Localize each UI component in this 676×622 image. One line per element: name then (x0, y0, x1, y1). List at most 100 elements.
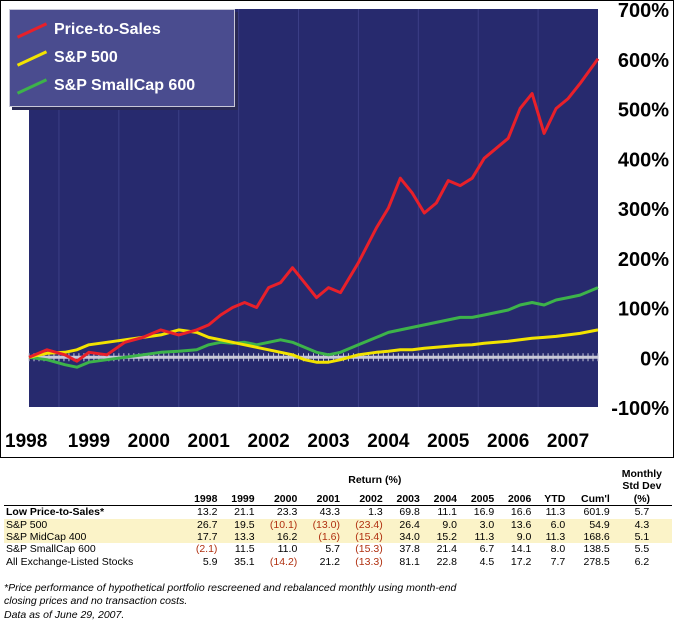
table-row: Low Price-to-Sales* 13.2 21.1 23.3 43.3 1.3 69… (4, 506, 672, 519)
col-header: Cum'l (567, 492, 612, 507)
table-header-row-1: Return (%) Monthly Std Dev (4, 468, 672, 493)
table-cell: 6.2 (634, 555, 650, 568)
table-cell: 69.8 (399, 506, 420, 519)
col-header: 2000 (256, 492, 300, 507)
x-tick-label: 2001 (188, 431, 231, 452)
footnote-3: Data as of June 29, 2007. (4, 608, 125, 621)
y-tick-label: 300% (618, 199, 669, 221)
table-cell: 1.3 (368, 506, 383, 519)
y-tick-label: 600% (618, 50, 669, 72)
table-cell: 19.5 (219, 518, 257, 532)
y-tick-label: 700% (618, 1, 669, 22)
table-cell: (23.4) (342, 518, 385, 532)
y-axis-ticks: 700% 600% 500% 400% 300% 200% 100% 0% -100% (611, 1, 669, 420)
table-cell: 13.3 (219, 531, 257, 544)
table-cell: 26.4 (384, 518, 422, 532)
legend-swatch-smallcap (16, 77, 48, 95)
legend-item-price-to-sales: Price-to-Sales (16, 18, 161, 42)
table-cell: 9.0 (421, 518, 460, 532)
table-cell: 11.3 (459, 531, 497, 544)
table-cell: 43.3 (319, 506, 340, 519)
col-header: (%) (611, 492, 672, 507)
table-cell: (15.4) (342, 531, 385, 544)
monthly-header: Monthly Std Dev (612, 468, 672, 493)
legend-item-sp500: S&P 500 (16, 46, 118, 70)
footnote-1: *Price performance of hypothetical portf… (4, 582, 457, 594)
table-cell: (15.3) (355, 543, 383, 556)
legend-swatch-price-to-sales (16, 21, 48, 39)
table-cell: 21.1 (234, 506, 255, 519)
row-label: S&P SmallCap 600 (6, 543, 96, 556)
chart-frame: 700% 600% 500% 400% 300% 200% 100% 0% -100% 1998… (0, 0, 674, 458)
return-header: Return (%) (348, 474, 402, 487)
col-header: 2004 (421, 492, 460, 507)
table-cell: 6.7 (479, 543, 495, 556)
table-cell: 11.3 (545, 506, 566, 519)
table-cell: 5.9 (202, 555, 218, 568)
y-tick-label: 100% (618, 299, 669, 321)
x-tick-label: 2003 (307, 431, 349, 452)
legend-label-sp500: S&P 500 (54, 49, 118, 66)
footnote-2: closing prices and no transaction costs. (4, 595, 188, 608)
table-cell: (13.3) (355, 555, 383, 568)
table-cell: 17.7 (182, 531, 220, 544)
table-cell: 21.2 (319, 555, 340, 568)
table-cell: 5.7 (634, 506, 650, 519)
col-header: YTD (533, 492, 568, 507)
table-cell: 35.1 (234, 555, 255, 568)
table-cell: 11.1 (437, 506, 458, 519)
y-tick-label: 400% (618, 149, 669, 171)
series-line-price-to-sales (28, 57, 600, 363)
table-cell: 22.8 (436, 555, 458, 568)
table-cell: 5.7 (325, 543, 340, 556)
col-header: 1998 (182, 492, 220, 507)
table-row: S&P 500 26.7 19.5 (10.1) (13.0) (23.4) 26.4 9.0… (4, 518, 672, 532)
returns-table: Return (%) Monthly Std Dev 1998 1999 2000… (4, 468, 672, 568)
table-cell: 4.3 (611, 518, 672, 532)
table-cell: 11.0 (277, 543, 298, 556)
x-axis-ticks: 1998 1999 2000 2001 2002 2003 2004 2005 2006 2007 (5, 431, 589, 452)
table-cell: 13.6 (496, 518, 534, 532)
y-tick-label: 500% (618, 100, 669, 122)
chart-legend: Price-to-Sales S&P 500 S&P SmallCap 600 (9, 9, 235, 107)
y-tick-label: 200% (618, 249, 669, 271)
col-header: 1999 (219, 492, 257, 507)
row-label: S&P 500 (4, 518, 183, 532)
y-tick-label: 0% (640, 348, 669, 370)
table-cell: (1.6) (299, 531, 342, 544)
table-cell: 54.9 (567, 518, 612, 532)
stddev-label: Std Dev (622, 480, 662, 493)
legend-item-smallcap: S&P SmallCap 600 (16, 74, 195, 98)
table-cell: 7.7 (550, 555, 566, 568)
x-tick-label: 2005 (427, 431, 470, 452)
x-tick-label: 2007 (547, 431, 589, 452)
table-row: All Exchange-Listed Stocks 5.9 35.1 (14.2) 2… (4, 556, 672, 568)
table-cell: 17.2 (510, 555, 532, 568)
table-cell: 34.0 (384, 531, 422, 544)
table-cell: 13.2 (197, 506, 218, 519)
table-cell: 23.3 (276, 506, 298, 519)
table-cell: 168.6 (567, 531, 612, 544)
col-header: 2003 (384, 492, 422, 507)
col-header: 2005 (459, 492, 497, 507)
series-line-smallcap (28, 286, 599, 369)
table-cell: 11.3 (533, 531, 568, 544)
x-tick-label: 2002 (247, 431, 289, 452)
x-tick-label: 1998 (5, 431, 47, 452)
line-chart: 700% 600% 500% 400% 300% 200% 100% 0% -100% 1998… (5, 1, 669, 452)
row-label: Low Price-to-Sales* (6, 506, 105, 519)
table-cell: 14.1 (510, 543, 532, 556)
table-cell: 3.0 (459, 518, 497, 532)
table-cell: 138.5 (583, 543, 610, 556)
table-cell: 9.0 (496, 531, 534, 544)
col-header: 2002 (342, 492, 385, 507)
row-label: All Exchange-Listed Stocks (6, 555, 134, 568)
table-cell: (10.1) (256, 518, 300, 532)
table-cell: 8.0 (550, 543, 566, 556)
table-cell: 15.2 (421, 531, 460, 544)
table-cell: 11.5 (234, 543, 255, 556)
table-row: S&P SmallCap 600 (2.1) 11.5 11.0 5.7 (15.3) 37… (4, 543, 672, 555)
table-cell: 26.7 (182, 518, 220, 532)
table-cell: 5.5 (634, 543, 650, 556)
x-tick-label: 2000 (128, 431, 170, 452)
